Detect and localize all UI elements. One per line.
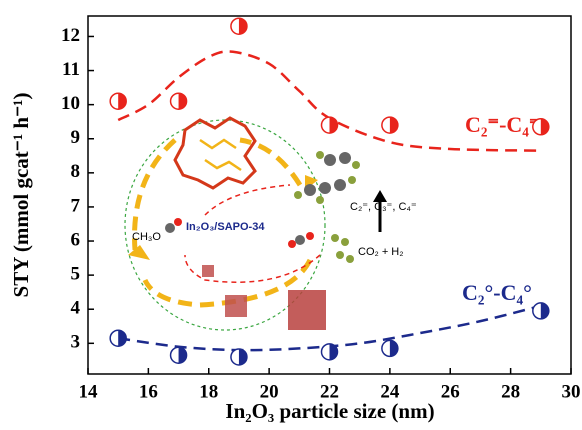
y-tick-label: 11 (62, 59, 80, 80)
data-point (382, 117, 398, 133)
y-tick-label: 8 (71, 161, 81, 182)
data-point (171, 347, 187, 363)
y-tick-label: 3 (71, 332, 81, 353)
marker-half (390, 340, 398, 356)
y-tick-label: 7 (71, 195, 81, 216)
y-tick-label: 9 (71, 127, 81, 148)
x-tick-label: 28 (501, 381, 520, 402)
marker-half (179, 93, 187, 109)
marker-half (239, 18, 247, 34)
marker-half (118, 330, 126, 346)
chart: In₂O₃/SAPO-34 CH₃O C₂⁼, C₃⁼, C₄⁼ CO₂ + H… (0, 0, 582, 430)
inset-label: C₂⁼, C₃⁼, C₄⁼ (350, 201, 417, 213)
arrow-head (128, 245, 150, 260)
marker-half (541, 303, 549, 319)
x-tick-label: 20 (260, 381, 279, 402)
data-point (110, 93, 126, 109)
x-axis-title: In₂O₃ particle size (nm) (225, 399, 434, 423)
inset-label: CH₃O (132, 231, 161, 243)
plot-frame (88, 16, 571, 374)
data-point (110, 330, 126, 346)
series-label: C₂°-C₄° (462, 280, 532, 305)
y-tick-label: 12 (61, 25, 80, 46)
x-tick-label: 26 (441, 381, 460, 402)
x-tick-label: 16 (139, 381, 158, 402)
data-point (231, 349, 247, 365)
y-tick-label: 4 (71, 298, 81, 319)
particle (225, 295, 247, 317)
particle (202, 265, 214, 277)
molecules (165, 151, 360, 263)
marker-half (118, 93, 126, 109)
series-label: C₂⁼-C₄⁼ (465, 112, 541, 137)
data-point (322, 117, 338, 133)
marker-half (541, 119, 549, 135)
inset-label: CO₂ + H₂ (358, 246, 404, 258)
data-point (231, 18, 247, 34)
marker-half (239, 349, 247, 365)
marker-half (390, 117, 398, 133)
particle (288, 290, 326, 330)
data-point (382, 340, 398, 356)
inset-label: In₂O₃/SAPO-34 (186, 221, 265, 233)
marker-half (179, 347, 187, 363)
data-point (322, 344, 338, 360)
data-point (171, 93, 187, 109)
x-tick-label: 14 (79, 381, 99, 402)
x-tick-label: 30 (562, 381, 581, 402)
x-tick-label: 24 (380, 381, 400, 402)
y-tick-label: 5 (71, 263, 81, 284)
data-point (533, 119, 549, 135)
zeolite-framework (175, 118, 255, 188)
x-tick-label: 18 (199, 381, 218, 402)
y-axis-title: STY (mmol gcat⁻¹ h⁻¹) (9, 93, 33, 298)
x-tick-label: 22 (320, 381, 339, 402)
y-tick-label: 6 (71, 229, 81, 250)
data-point (533, 303, 549, 319)
y-tick-label: 10 (61, 93, 80, 114)
marker-half (330, 117, 338, 133)
inset-schematic: In₂O₃/SAPO-34 CH₃O C₂⁼, C₃⁼, C₄⁼ CO₂ + H… (125, 118, 417, 330)
red-arrow (205, 185, 290, 215)
